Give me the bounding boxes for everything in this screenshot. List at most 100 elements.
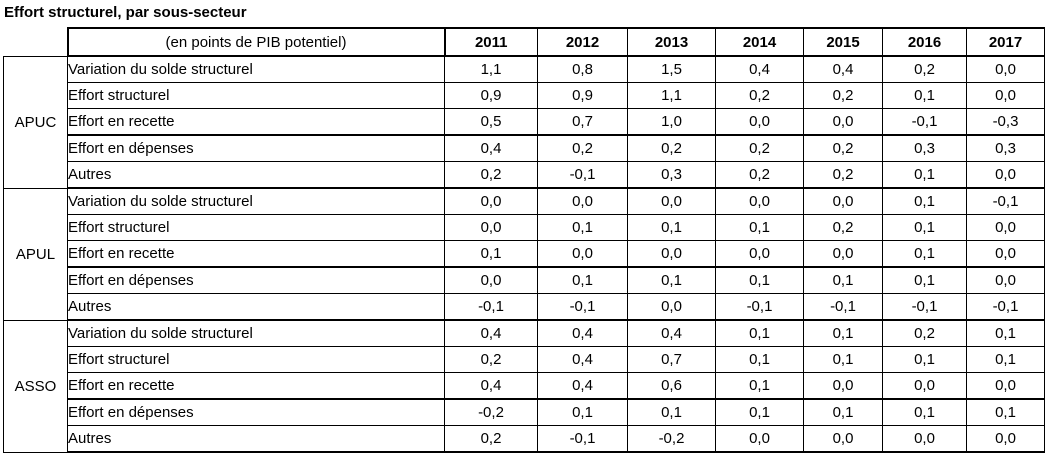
value-cell: 0,4 — [627, 319, 716, 347]
value-cell: 0,1 — [715, 346, 804, 373]
table-row: ASSO Variation du solde structurel 0,4 0… — [3, 319, 1045, 453]
value-cell: 1,0 — [627, 108, 716, 136]
value-cell: 0,2 — [882, 319, 967, 347]
table-row: Effort en dépenses 0,0 0,1 0,1 0,1 0,1 0… — [4, 266, 1045, 294]
value-cell: 0,1 — [715, 398, 804, 426]
value-cell: 0,0 — [966, 161, 1045, 189]
row-label-cell: Effort structurel — [67, 82, 445, 109]
table-row: Effort en dépenses 0,4 0,2 0,2 0,2 0,2 0… — [4, 134, 1045, 162]
value-cell: 0,0 — [803, 108, 883, 136]
value-cell: 0,0 — [966, 82, 1045, 109]
table-row: APUC Variation du solde structurel 1,1 0… — [3, 55, 1045, 189]
value-cell: -0,1 — [882, 108, 967, 136]
table-row: Effort structurel 0,9 0,9 1,1 0,2 0,2 0,… — [4, 82, 1045, 109]
row-label-cell: Autres — [67, 293, 445, 321]
value-cell: 0,0 — [444, 266, 538, 294]
value-cell: -0,1 — [444, 293, 538, 321]
row-label-cell: Autres — [67, 161, 445, 189]
row-label-cell: Effort structurel — [67, 214, 445, 241]
table-row: Effort structurel 0,2 0,4 0,7 0,1 0,1 0,… — [4, 346, 1045, 373]
value-cell: 0,1 — [882, 187, 967, 215]
value-cell: 0,2 — [803, 82, 883, 109]
value-cell: 0,1 — [537, 266, 628, 294]
row-label-cell: Effort en recette — [67, 108, 445, 136]
value-cell: 0,0 — [537, 187, 628, 215]
row-label-cell: Effort en recette — [67, 240, 445, 268]
value-cell: -0,2 — [627, 425, 716, 453]
value-cell: 0,4 — [715, 55, 804, 83]
value-cell: 0,1 — [444, 240, 538, 268]
row-label-cell: Variation du solde structurel — [67, 187, 445, 215]
value-cell: 0,0 — [627, 187, 716, 215]
unit-header-cell: (en points de PIB potentiel) — [66, 27, 446, 57]
year-header-2013: 2013 — [627, 27, 716, 57]
value-cell: 0,0 — [627, 240, 716, 268]
effort-structurel-table: (en points de PIB potentiel) 2011 2012 2… — [3, 27, 1045, 453]
value-cell: 0,4 — [444, 372, 538, 400]
value-cell: 0,4 — [444, 319, 538, 347]
value-cell: 0,0 — [966, 372, 1045, 400]
value-cell: 0,0 — [444, 187, 538, 215]
table-row: Effort en recette 0,1 0,0 0,0 0,0 0,0 0,… — [4, 240, 1045, 268]
year-header-2011: 2011 — [444, 27, 538, 57]
value-cell: 0,1 — [803, 266, 883, 294]
value-cell: 0,1 — [715, 214, 804, 241]
value-cell: 0,2 — [715, 161, 804, 189]
value-cell: 0,8 — [537, 55, 628, 83]
value-cell: -0,1 — [537, 293, 628, 321]
value-cell: 0,0 — [444, 214, 538, 241]
value-cell: 0,3 — [966, 134, 1045, 162]
value-cell: 0,3 — [882, 134, 967, 162]
value-cell: 0,0 — [803, 240, 883, 268]
value-cell: 0,2 — [803, 214, 883, 241]
value-cell: 0,6 — [627, 372, 716, 400]
value-cell: -0,1 — [537, 425, 628, 453]
year-header-2017: 2017 — [966, 27, 1045, 57]
value-cell: 1,1 — [444, 55, 538, 83]
year-header-2014: 2014 — [715, 27, 804, 57]
row-label-cell: Variation du solde structurel — [67, 319, 445, 347]
value-cell: 0,2 — [803, 161, 883, 189]
value-cell: 0,0 — [715, 108, 804, 136]
value-cell: 0,0 — [715, 240, 804, 268]
value-cell: 0,1 — [537, 214, 628, 241]
value-cell: -0,1 — [537, 161, 628, 189]
table-row: APUL Variation du solde structurel 0,0 0… — [3, 187, 1045, 321]
row-label-cell: Variation du solde structurel — [67, 55, 445, 83]
value-cell: 0,1 — [627, 214, 716, 241]
row-label-cell: Effort en dépenses — [67, 266, 445, 294]
table-row: Effort en recette 0,4 0,4 0,6 0,1 0,0 0,… — [4, 372, 1045, 400]
value-cell: 0,0 — [882, 425, 967, 453]
value-cell: 0,1 — [882, 82, 967, 109]
value-cell: 0,7 — [627, 346, 716, 373]
value-cell: -0,1 — [966, 187, 1045, 215]
value-cell: 0,1 — [715, 372, 804, 400]
value-cell: 0,0 — [966, 266, 1045, 294]
year-header-2012: 2012 — [537, 27, 628, 57]
value-cell: 0,4 — [444, 134, 538, 162]
row-label-cell: Autres — [67, 425, 445, 453]
value-cell: 0,0 — [715, 187, 804, 215]
value-cell: 0,1 — [882, 346, 967, 373]
value-cell: 0,2 — [627, 134, 716, 162]
value-cell: 0,2 — [444, 425, 538, 453]
value-cell: 0,1 — [882, 266, 967, 294]
value-cell: 0,4 — [803, 55, 883, 83]
value-cell: 0,1 — [966, 346, 1045, 373]
table-row: Effort en recette 0,5 0,7 1,0 0,0 0,0 -0… — [4, 108, 1045, 136]
value-cell: 0,9 — [444, 82, 538, 109]
value-cell: 0,2 — [803, 134, 883, 162]
value-cell: 0,0 — [803, 372, 883, 400]
table-row: Effort structurel 0,0 0,1 0,1 0,1 0,2 0,… — [4, 214, 1045, 241]
table-row: Autres 0,2 -0,1 -0,2 0,0 0,0 0,0 0,0 — [4, 425, 1045, 453]
value-cell: 0,1 — [966, 398, 1045, 426]
value-cell: 0,0 — [537, 240, 628, 268]
table-row: Effort en dépenses -0,2 0,1 0,1 0,1 0,1 … — [4, 398, 1045, 426]
table-row: Autres -0,1 -0,1 0,0 -0,1 -0,1 -0,1 -0,1 — [4, 293, 1045, 321]
value-cell: 0,0 — [966, 55, 1045, 83]
value-cell: 0,0 — [966, 214, 1045, 241]
value-cell: -0,3 — [966, 108, 1045, 136]
year-header-2015: 2015 — [803, 27, 883, 57]
value-cell: 0,0 — [715, 425, 804, 453]
sector-cell-apuc: APUC — [3, 55, 68, 189]
